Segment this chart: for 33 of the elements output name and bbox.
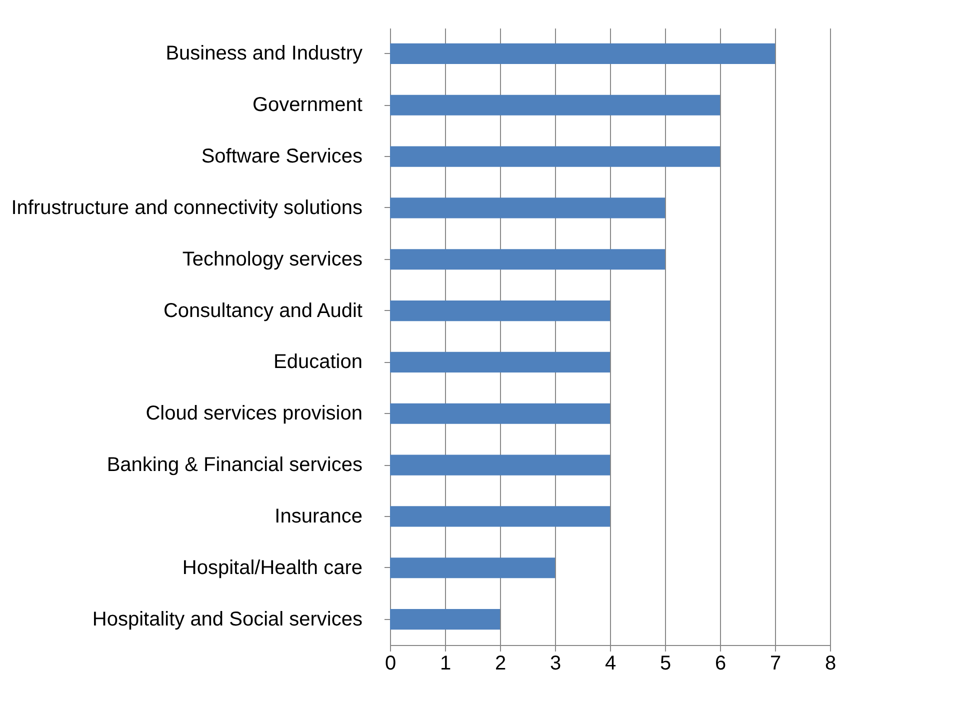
y-tick-label: Education: [274, 351, 362, 374]
bar: [390, 300, 610, 322]
x-tick-label: 0: [384, 652, 396, 674]
x-tick-label: 8: [824, 652, 836, 674]
bar: [390, 43, 775, 64]
y-tick-label: Government: [252, 94, 363, 116]
x-tick-label: 1: [440, 652, 452, 674]
bar: [390, 454, 610, 476]
y-tick-label: Insurance: [274, 505, 362, 528]
y-tick-label: Consultancy and Audit: [163, 300, 363, 322]
x-tick-label: 3: [550, 652, 562, 674]
bar: [390, 609, 500, 630]
y-tick-label: Hospital/Health care: [182, 556, 362, 579]
bar: [390, 198, 665, 218]
bar: [390, 146, 720, 167]
x-tick-label: 5: [660, 652, 672, 674]
y-tick-label: Technology services: [182, 248, 362, 270]
y-tick-label: Business and Industry: [166, 42, 362, 65]
x-tick-label: 4: [604, 652, 616, 674]
bar: [390, 558, 555, 578]
y-tick-label: Software Services: [201, 146, 362, 168]
x-tick-label: 7: [770, 652, 782, 674]
y-tick-label: Infrustructure and connectivity solutions: [11, 196, 362, 219]
bar: [390, 506, 610, 527]
y-tick-label: Banking & Financial services: [106, 454, 362, 476]
bar: [390, 403, 610, 424]
y-tick-label: Cloud services provision: [146, 402, 362, 425]
bar: [390, 249, 665, 270]
x-tick-label: 2: [494, 652, 506, 674]
x-tick-label: 6: [714, 652, 726, 674]
bar: [390, 94, 720, 116]
y-tick-label: Hospitality and Social services: [92, 608, 362, 630]
bar: [390, 352, 610, 372]
